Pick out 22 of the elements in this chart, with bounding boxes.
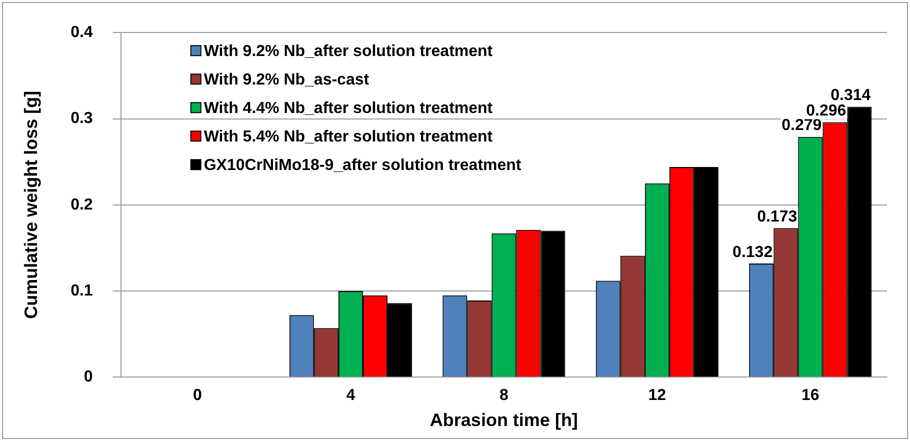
legend-label: With 9.2% Nb_as-cast [204,72,370,89]
data-label: 0.132 [732,244,773,261]
y-axis-title: Cumulative weight loss [g] [20,90,41,319]
y-tick-label: 0 [84,368,93,386]
y-tick-label: 0.3 [70,110,93,128]
data-label: 0.279 [782,117,822,134]
data-label: 0.296 [806,102,846,120]
legend-label: With 9.2% Nb_after solution treatment [204,43,494,60]
y-tick-label: 0.1 [70,282,93,300]
x-tick-label: 0 [193,387,202,404]
x-tick-label: 4 [346,387,356,404]
x-axis-title: Abrasion time [h] [430,410,578,430]
legend-label: With 4.4% Nb_after solution treatment [204,100,494,118]
y-tick-label: 0.2 [70,196,93,214]
data-label: 0.314 [830,87,871,104]
legend-label: GX10CrNiMo18-9_after solution treatment [204,157,522,174]
x-tick-label: 8 [499,387,508,404]
legend-label: With 5.4% Nb_after solution treatment [204,128,494,146]
x-tick-label: 16 [801,387,820,404]
y-tick-label: 0.4 [70,24,93,42]
data-label: 0.173 [757,208,798,226]
x-tick-label: 12 [648,387,666,404]
